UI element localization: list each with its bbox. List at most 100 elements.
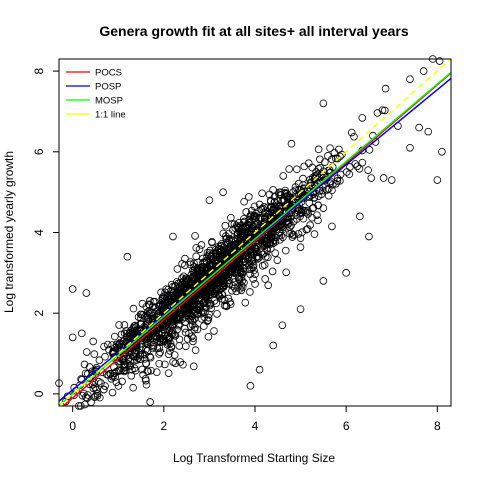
data-point: [240, 278, 248, 287]
data-point: [258, 189, 266, 198]
outlier-point: [278, 321, 287, 330]
data-point: [87, 398, 95, 407]
data-point: [309, 203, 318, 212]
outlier-point: [146, 398, 154, 406]
data-point: [129, 352, 138, 361]
y-tick-label: 6: [32, 148, 46, 155]
data-point: [373, 109, 382, 117]
data-point: [158, 318, 167, 327]
data-point: [144, 367, 152, 376]
data-point: [166, 346, 174, 355]
data-point: [233, 234, 242, 243]
data-point: [142, 359, 150, 368]
data-point: [229, 226, 237, 234]
outlier-point: [287, 139, 296, 148]
data-point: [379, 174, 388, 182]
data-point: [271, 249, 280, 257]
data-point: [130, 349, 139, 357]
outlier-point: [365, 232, 373, 241]
y-tick-label: 0: [32, 390, 46, 397]
outlier-point: [123, 252, 132, 261]
data-point: [364, 166, 372, 174]
outlier-point: [356, 212, 364, 221]
outlier-point: [419, 67, 428, 75]
data-point: [134, 313, 143, 321]
data-point: [277, 221, 285, 229]
data-point: [190, 281, 198, 290]
data-point: [261, 207, 270, 216]
data-point: [266, 217, 275, 226]
series-line: [58, 58, 452, 407]
outlier-point: [342, 269, 350, 277]
data-point: [282, 268, 290, 277]
data-point: [174, 287, 183, 296]
data-point: [258, 239, 266, 247]
data-point: [252, 226, 261, 234]
data-point: [296, 212, 304, 220]
data-point: [181, 324, 189, 333]
legend-label: POSP: [95, 82, 121, 93]
data-point: [218, 258, 227, 266]
data-point: [264, 281, 273, 290]
data-point: [285, 218, 293, 226]
data-point: [304, 159, 313, 168]
data-point: [212, 284, 221, 293]
data-point: [311, 174, 319, 183]
data-point: [268, 227, 276, 236]
data-point: [208, 238, 216, 247]
data-point: [224, 245, 232, 254]
data-point: [250, 212, 259, 220]
data-point: [367, 174, 376, 182]
data-point: [103, 340, 112, 349]
data-point: [216, 279, 225, 287]
data-point: [201, 308, 209, 316]
data-point: [261, 275, 269, 283]
data-point: [251, 280, 259, 288]
data-point: [197, 241, 206, 249]
data-point: [81, 369, 90, 378]
data-point: [330, 148, 339, 157]
data-point: [164, 335, 172, 343]
data-point: [251, 270, 259, 278]
data-point: [303, 225, 312, 233]
data-point: [338, 150, 346, 159]
outlier-point: [89, 337, 97, 346]
data-point: [246, 288, 254, 296]
data-point: [249, 261, 258, 270]
data-point: [106, 369, 114, 378]
data-point: [182, 342, 190, 351]
outlier-point: [324, 152, 332, 160]
outlier-point: [319, 99, 328, 108]
data-point: [200, 258, 209, 266]
data-point: [185, 329, 193, 338]
data-point: [305, 199, 314, 207]
data-point: [299, 185, 308, 194]
data-point: [120, 321, 129, 329]
x-tick-label: 8: [434, 419, 441, 433]
data-point: [308, 163, 317, 172]
data-point: [267, 232, 275, 241]
data-point: [142, 320, 151, 328]
data-point: [129, 304, 138, 313]
data-point: [156, 348, 164, 357]
data-point: [191, 232, 199, 240]
legend-label: POCS: [95, 68, 122, 79]
data-point: [175, 312, 184, 321]
data-point: [243, 230, 252, 239]
outlier-point: [415, 123, 423, 132]
data-point: [164, 350, 173, 359]
data-point: [169, 358, 177, 366]
data-point: [314, 145, 323, 154]
data-point: [271, 238, 280, 246]
data-point: [110, 332, 119, 341]
data-point: [100, 385, 108, 394]
data-point: [225, 235, 234, 243]
data-point: [350, 132, 358, 141]
data-point: [278, 233, 287, 242]
data-point: [196, 267, 205, 276]
data-point: [188, 320, 197, 329]
data-point: [321, 158, 329, 166]
data-point: [279, 172, 288, 180]
data-point: [294, 230, 303, 238]
